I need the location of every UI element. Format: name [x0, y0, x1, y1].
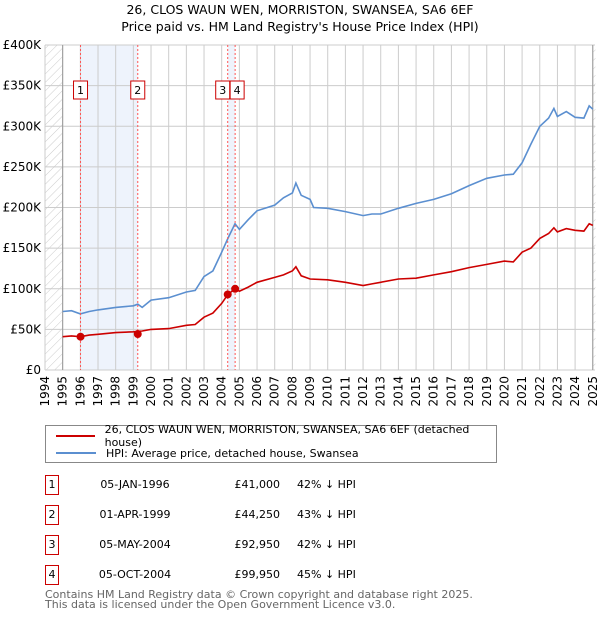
- x-tick-label: 2015: [409, 376, 423, 407]
- x-tick-label: 1997: [91, 376, 105, 407]
- x-tick-label: 2000: [144, 376, 158, 407]
- price-paid-line: [62, 222, 594, 338]
- sale-label: 3: [219, 84, 226, 97]
- y-tick-label: £400K: [3, 38, 43, 52]
- sale-hpi-diff: 42% ↓ HPI: [297, 538, 356, 551]
- x-tick-label: 2022: [533, 376, 547, 407]
- x-tick-label: 2020: [497, 376, 511, 407]
- sale-number: 2: [45, 505, 59, 525]
- x-tick-label: 2004: [215, 376, 229, 407]
- sale-date: 05-OCT-2004: [98, 568, 172, 581]
- price-chart: 1994 1995 1996 1997 1998 1999 2000 2001 2002 2003…: [3, 38, 600, 407]
- y-tick-label: £350K: [3, 79, 43, 93]
- x-tick-label: 2005: [232, 376, 246, 407]
- x-tick-label: 2013: [374, 376, 388, 407]
- x-tick-label: 2017: [444, 376, 458, 407]
- table-row: 2 01-APR-1999 £44,250 43% ↓ HPI: [45, 505, 465, 525]
- sale-label: 4: [234, 84, 241, 97]
- sale-date: 01-APR-1999: [99, 508, 171, 521]
- table-row: 3 05-MAY-2004 £92,950 42% ↓ HPI: [45, 535, 465, 555]
- sale-point: [133, 330, 142, 339]
- sale-price: £99,950: [234, 568, 281, 581]
- hpi-line: [62, 104, 594, 315]
- x-tick-label: 2019: [480, 376, 494, 407]
- footer-copyright: Contains HM Land Registry data © Crown c…: [45, 588, 473, 601]
- sale-hpi-diff: 42% ↓ HPI: [297, 478, 356, 491]
- table-row: 1 05-JAN-1996 £41,000 42% ↓ HPI: [45, 475, 465, 495]
- x-tick-label: 1998: [109, 376, 123, 407]
- legend-swatch: [56, 435, 95, 437]
- legend-item-property: 26, CLOS WAUN WEN, MORRISTON, SWANSEA, S…: [56, 423, 496, 449]
- x-tick-label: 2016: [427, 376, 441, 407]
- y-tick-label: £300K: [3, 119, 43, 133]
- sale-label: 1: [77, 84, 84, 97]
- sale-date: 05-MAY-2004: [99, 538, 171, 551]
- sale-price: £44,250: [234, 508, 281, 521]
- x-tick-label: 2001: [162, 376, 176, 407]
- sale-label-box: [73, 80, 89, 100]
- x-tick-label: 2003: [197, 376, 211, 407]
- y-tick-label: £200K: [3, 201, 43, 215]
- x-tick-label: 2018: [462, 376, 476, 407]
- table-row: 4 05-OCT-2004 £99,950 45% ↓ HPI: [45, 565, 465, 585]
- legend-swatch: [56, 452, 96, 454]
- x-tick-label: 2002: [179, 376, 193, 407]
- legend-label: 26, CLOS WAUN WEN, MORRISTON, SWANSEA, S…: [104, 423, 470, 449]
- x-tick-label: 2012: [356, 376, 370, 407]
- x-tick-label: 1994: [38, 376, 52, 407]
- sale-label-box: [229, 80, 245, 100]
- sale-label-box: [130, 80, 146, 100]
- sale-price: £92,950: [234, 538, 281, 551]
- sale-label: 2: [134, 84, 141, 97]
- x-tick-label: 2009: [303, 376, 317, 407]
- sale-point: [76, 332, 85, 341]
- x-tick-label: 1999: [126, 376, 140, 407]
- sale-date: 05-JAN-1996: [100, 478, 170, 491]
- sale-number: 1: [45, 475, 59, 495]
- sale-hpi-diff: 43% ↓ HPI: [297, 508, 356, 521]
- x-tick-label: 2007: [268, 376, 282, 407]
- x-tick-label: 2011: [338, 376, 352, 407]
- y-tick-label: £150K: [3, 241, 43, 255]
- x-tick-label: 2023: [550, 376, 564, 407]
- y-tick-label: £0: [26, 363, 41, 377]
- x-tick-label: 2024: [568, 376, 582, 407]
- legend: 26, CLOS WAUN WEN, MORRISTON, SWANSEA, S…: [45, 423, 497, 463]
- y-tick-label: £100K: [3, 282, 43, 296]
- x-tick-label: 2010: [321, 376, 335, 407]
- x-tick-label: 2008: [285, 376, 299, 407]
- x-tick-label: 2021: [515, 376, 529, 407]
- chart-title: 26, CLOS WAUN WEN, MORRISTON, SWANSEA, S…: [126, 2, 474, 17]
- legend-label: HPI: Average price, detached house, Swan…: [106, 446, 359, 460]
- x-tick-label: 2006: [250, 376, 264, 407]
- y-tick-label: £250K: [3, 160, 43, 174]
- x-tick-label: 2014: [391, 376, 405, 407]
- legend-item-hpi: HPI: Average price, detached house, Swan…: [56, 445, 359, 461]
- y-tick-label: £50K: [10, 322, 42, 336]
- sale-hpi-diff: 45% ↓ HPI: [297, 568, 356, 581]
- x-tick-label: 1995: [56, 376, 70, 407]
- x-tick-label: 1996: [73, 376, 87, 407]
- sale-number: 4: [45, 565, 59, 585]
- x-tick-label: 2025: [586, 376, 600, 407]
- footer-licence: This data is licensed under the Open Gov…: [45, 598, 396, 611]
- sale-point: [223, 290, 232, 299]
- sale-number: 3: [45, 535, 59, 555]
- sale-price: £41,000: [234, 478, 281, 491]
- sale-point: [231, 284, 240, 293]
- chart-subtitle: Price paid vs. HM Land Registry's House …: [121, 19, 479, 34]
